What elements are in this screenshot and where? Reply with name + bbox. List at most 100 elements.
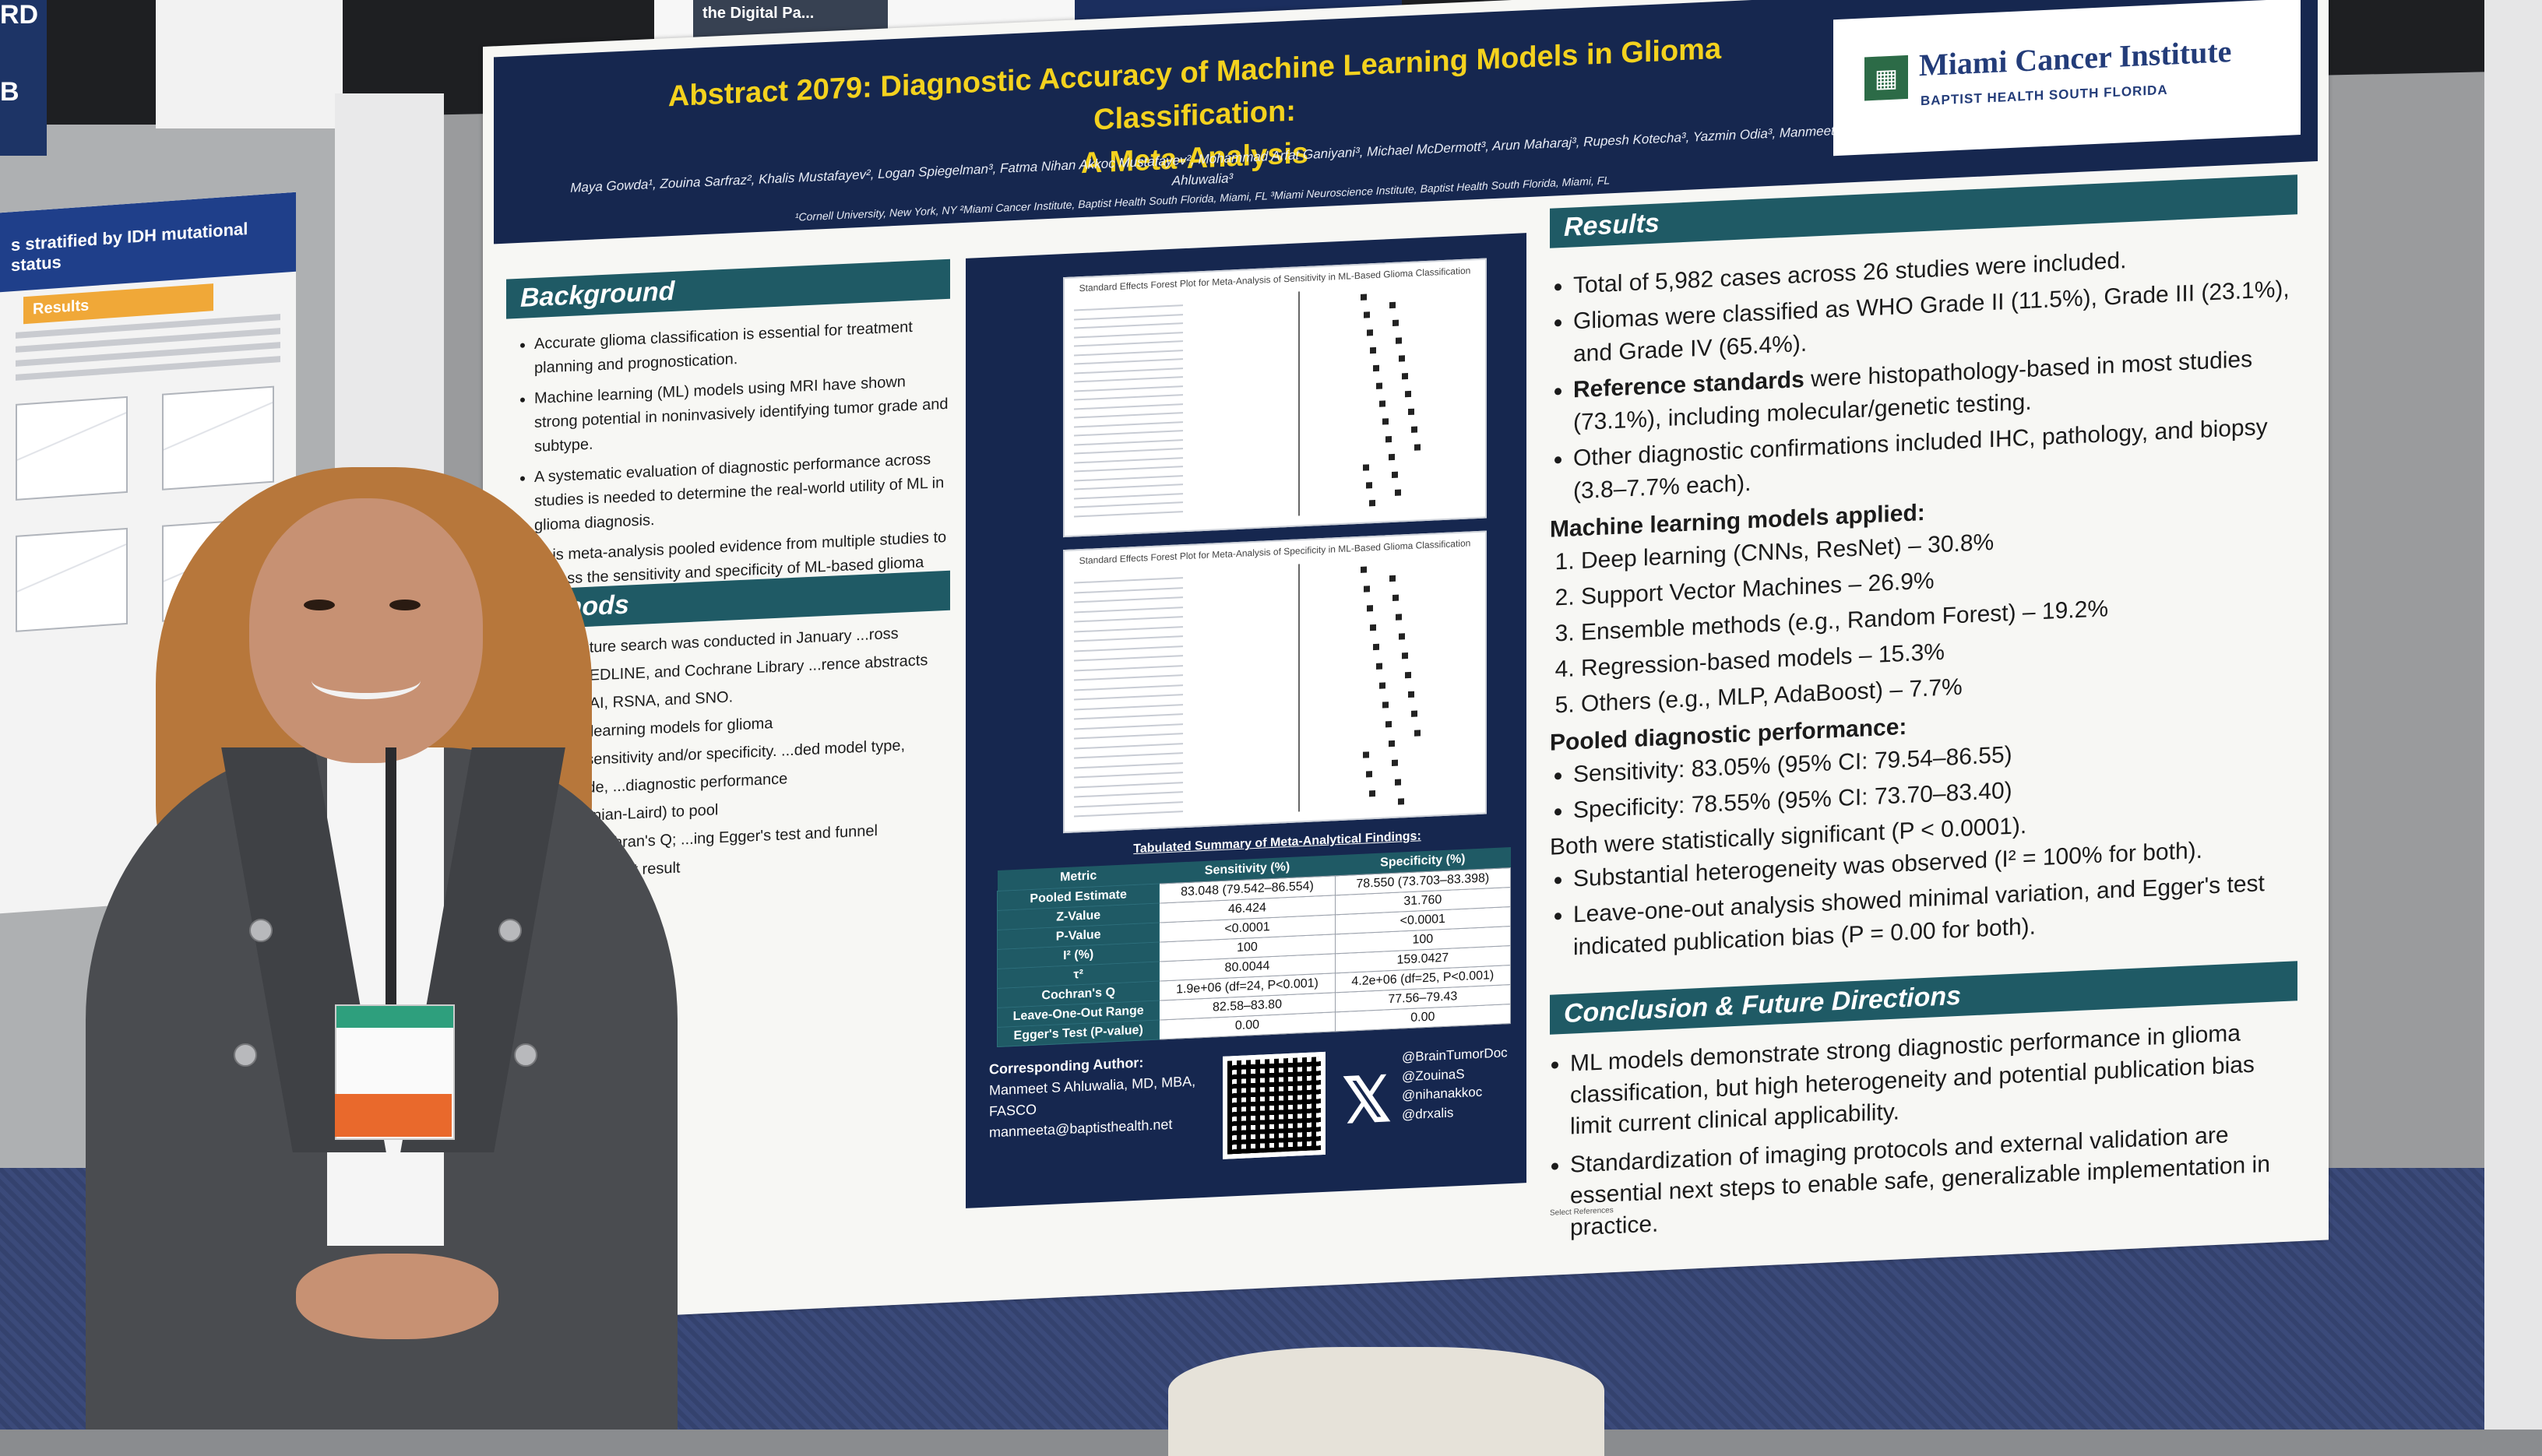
forest-plot-point <box>1414 729 1421 737</box>
lanyard <box>386 747 396 1004</box>
forest-plot-row <box>1074 586 1183 594</box>
sensitivity-forest-plot: Standard Effects Forest Plot for Meta-An… <box>1063 258 1487 538</box>
forest-plot-row <box>1074 703 1183 711</box>
forest-plot-row <box>1074 367 1183 375</box>
forest-plot-row <box>1074 723 1183 730</box>
results-bold-term: Reference standards <box>1573 366 1804 403</box>
forest-plot-point <box>1411 710 1417 717</box>
forest-plot-point <box>1379 400 1385 407</box>
forest-plot-point <box>1389 575 1396 582</box>
neighbor-sign: RD B <box>0 0 47 156</box>
forest-plot-point <box>1399 354 1405 362</box>
forest-plot-row <box>1074 510 1183 518</box>
jacket-button <box>234 1043 257 1067</box>
forest-plot-point <box>1408 691 1414 698</box>
forest-plot-row <box>1074 394 1183 401</box>
forest-plot-point <box>1363 751 1369 758</box>
forest-plot-row <box>1074 694 1183 701</box>
qr-code-icon[interactable] <box>1223 1051 1326 1159</box>
forest-plot-point <box>1370 624 1376 631</box>
forest-plot-point <box>1408 408 1414 415</box>
forest-plot-point <box>1402 652 1408 659</box>
forest-plot-row <box>1074 349 1183 357</box>
jacket-button <box>514 1043 537 1067</box>
badge-header <box>336 1006 453 1028</box>
forest-plot-point <box>1395 779 1401 786</box>
forest-plot-point <box>1402 372 1408 379</box>
forest-plot-point <box>1411 426 1417 433</box>
forest-plot-row <box>1074 322 1183 329</box>
corresponding-author: Corresponding Author: Manmeet S Ahluwali… <box>989 1049 1223 1144</box>
forest-plot-point <box>1364 311 1370 318</box>
forest-plot-point <box>1398 798 1404 805</box>
forest-plot-point <box>1373 643 1379 651</box>
forest-plot-point <box>1392 759 1398 767</box>
neighbor-poster-results-tab: Results <box>23 283 213 325</box>
forest-plot-row <box>1074 492 1183 500</box>
forest-plot-point <box>1373 364 1379 372</box>
forest-plot-point <box>1382 418 1389 425</box>
sensitivity-forest-plot-title: Standard Effects Forest Plot for Meta-An… <box>1079 265 1471 294</box>
background-heading: Background <box>506 258 950 319</box>
results-text: Total of 5,982 cases across 26 studies w… <box>1550 237 2297 969</box>
background-bullet: A systematic evaluation of diagnostic pe… <box>534 447 950 538</box>
forest-plot-point <box>1363 463 1369 471</box>
presenter-face <box>249 498 483 763</box>
forest-plot-point <box>1376 382 1382 389</box>
forest-plot-row <box>1074 313 1183 321</box>
forest-plot-point <box>1382 702 1389 709</box>
forest-plot-point <box>1361 294 1367 301</box>
forest-plot-row <box>1074 340 1183 347</box>
forest-plot-row <box>1074 577 1183 584</box>
logo-name: Miami Cancer Institute <box>1919 33 2232 83</box>
forest-plot-point <box>1385 436 1392 443</box>
neighbor-poster-plot <box>16 527 128 632</box>
forest-plot-point <box>1367 605 1373 612</box>
forest-plot-row <box>1074 412 1183 419</box>
forest-plot-row <box>1074 501 1183 508</box>
forest-plot-point <box>1369 790 1375 797</box>
forest-plot-point <box>1366 481 1372 489</box>
x-logo-icon: 𝕏 <box>1341 1064 1392 1136</box>
forest-plot-point <box>1405 671 1411 678</box>
forest-plot-row <box>1074 616 1183 623</box>
forest-plot-row <box>1074 791 1183 798</box>
forest-plot-point <box>1395 489 1401 496</box>
forest-plot-point <box>1405 390 1411 397</box>
forest-plot-row <box>1074 420 1183 428</box>
forest-plot-point <box>1385 721 1392 728</box>
presenter-hands <box>296 1254 498 1339</box>
forest-plot-row <box>1074 596 1183 603</box>
presenter-eye <box>304 600 335 610</box>
forest-plot-point <box>1399 632 1405 640</box>
forest-plot-point <box>1379 682 1385 689</box>
forest-plot-row <box>1074 474 1183 482</box>
forest-plot-row <box>1074 358 1183 365</box>
table-body: Pooled Estimate 83.048 (79.542–86.554) 78.… <box>997 867 1511 1047</box>
forest-plot-row <box>1074 456 1183 464</box>
forest-plot-row <box>1074 674 1183 681</box>
forest-plot-row <box>1074 772 1183 779</box>
forest-plot-row <box>1074 430 1183 437</box>
forest-plot-row <box>1074 800 1183 808</box>
institution-logo: ▦ Miami Cancer Institute BAPTIST HEALTH … <box>1833 0 2301 157</box>
forest-plot-row <box>1074 438 1183 446</box>
neighbor-sign-text-2: B <box>0 77 19 107</box>
forest-plot-row <box>1074 385 1183 392</box>
forest-plot-point <box>1392 471 1398 479</box>
forest-plot-point <box>1366 770 1372 778</box>
forest-plot-row <box>1074 376 1183 383</box>
specificity-forest-plot-title: Standard Effects Forest Plot for Meta-An… <box>1079 537 1471 567</box>
forest-plot-row <box>1074 655 1183 662</box>
forest-plot-point <box>1389 301 1396 308</box>
forest-plot-row <box>1074 645 1183 652</box>
neighbor-poster-plot <box>162 385 275 491</box>
forest-plot-row <box>1074 331 1183 339</box>
forest-plot-point <box>1396 613 1402 621</box>
forest-plot-row <box>1074 484 1183 491</box>
forest-plot-point <box>1389 740 1395 747</box>
neighbor-sign-text-1: RD <box>0 0 39 30</box>
jacket-button <box>249 919 273 942</box>
social-handles: @BrainTumorDoc @ZouinaS @nihanakkoc @drx… <box>1402 1043 1526 1125</box>
forest-plot-row <box>1074 752 1183 759</box>
